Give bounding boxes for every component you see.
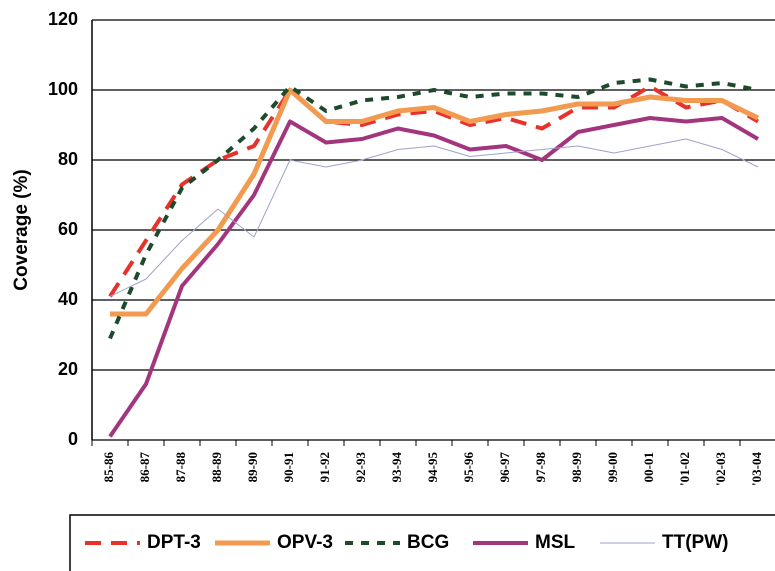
x-tick-label: 95-96 xyxy=(461,452,476,483)
y-tick-label: 80 xyxy=(58,149,78,169)
x-tick-label: '03-04 xyxy=(749,452,764,486)
x-tick-label: 98-99 xyxy=(569,452,584,483)
y-tick-label: 100 xyxy=(48,79,78,99)
legend-label: OPV-3 xyxy=(277,532,333,553)
x-tick-label: 99-00 xyxy=(605,452,620,482)
series-line xyxy=(108,116,760,438)
x-tick-label: 93-94 xyxy=(389,452,404,483)
x-tick-label: 97-98 xyxy=(533,452,548,483)
series-line xyxy=(110,87,760,317)
x-tick-label: 89-90 xyxy=(245,452,260,482)
x-tick-label: 96-97 xyxy=(497,452,512,483)
x-tick-label: 86-87 xyxy=(137,452,152,483)
y-tick-label: 60 xyxy=(58,219,78,239)
y-tick-label: 40 xyxy=(58,289,78,309)
y-tick-label: 120 xyxy=(48,9,78,29)
x-tick-label: '01-02 xyxy=(677,452,692,486)
legend-label: DPT-3 xyxy=(147,532,201,553)
x-tick-label: 00-01 xyxy=(641,452,656,482)
series-line xyxy=(108,77,759,340)
legend-label: BCG xyxy=(407,532,449,553)
x-tick-label: 85-86 xyxy=(101,452,116,483)
x-tick-label: 88-89 xyxy=(209,452,224,483)
x-tick-label: 91-92 xyxy=(317,452,332,482)
y-tick-label: 20 xyxy=(58,359,78,379)
x-tick-label: 92-93 xyxy=(353,452,368,483)
x-tick-label: 90-91 xyxy=(281,452,296,482)
y-axis-label: Coverage (%) xyxy=(11,169,32,290)
legend-label: TT(PW) xyxy=(662,532,728,553)
series-line xyxy=(109,138,759,297)
legend-box xyxy=(69,514,775,571)
y-tick-label: 0 xyxy=(68,429,78,449)
x-tick-label: '02-03 xyxy=(713,452,728,486)
legend-label: MSL xyxy=(535,532,576,553)
x-tick-label: 87-88 xyxy=(173,452,188,483)
x-tick-label: 94-95 xyxy=(425,452,440,483)
